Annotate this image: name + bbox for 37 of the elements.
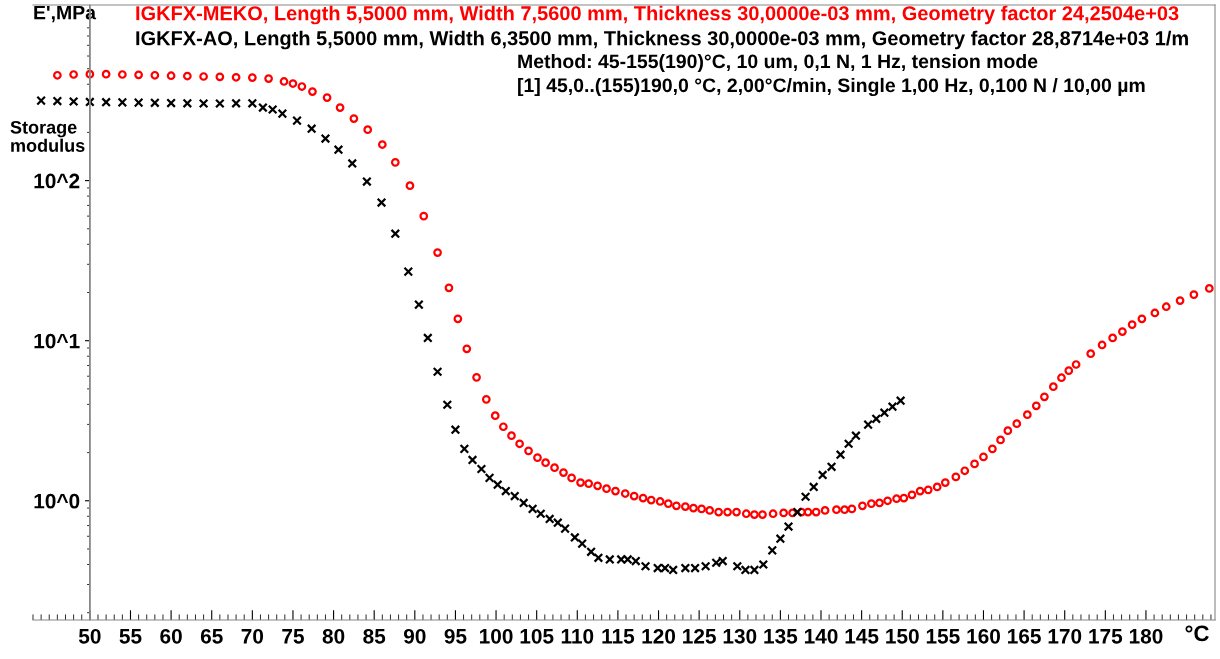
x-tick-label: 170 bbox=[1048, 628, 1082, 644]
x-tick-label: 115 bbox=[602, 629, 635, 644]
x-tick-label: 55 bbox=[119, 629, 142, 644]
x-tick-label: 120 bbox=[642, 628, 676, 644]
y-axis-title: E',MPa bbox=[34, 5, 97, 23]
y-tick-label: 10^0 bbox=[34, 493, 80, 509]
y-tick-label: 10^2 bbox=[34, 173, 80, 189]
x-tick-label: 160 bbox=[967, 628, 1000, 644]
x-axis-title: °C bbox=[1185, 625, 1209, 642]
x-tick-label: 85 bbox=[363, 628, 386, 644]
annotation: [1] 45,0..(155)190,0 °C, 2,00°C/min, Single 1,00 Hz, 0,100 N / 10,00 µm bbox=[518, 77, 1145, 97]
x-tick-label: 175 bbox=[1089, 629, 1123, 644]
x-tick-label: 60 bbox=[160, 628, 182, 644]
x-tick-label: 100 bbox=[479, 628, 513, 644]
x-tick-label: 130 bbox=[723, 628, 757, 644]
x-tick-label: 145 bbox=[845, 629, 879, 644]
annotation: Method: 45-155(190)°C, 10 um, 0,1 N, 1 Hz, tension mode bbox=[518, 53, 1038, 73]
x-tick-label: 80 bbox=[322, 628, 345, 644]
text: IGKFX-AO, Length 5,5000 mm, Width 6,3500 mm, Thickness 30,0000e-03 mm, Geometry factor 28,8714e+03 1/m bbox=[136, 30, 1188, 50]
x-tick-label: 75 bbox=[282, 629, 304, 644]
x-tick-label: 135 bbox=[764, 628, 798, 644]
x-tick-label: 165 bbox=[1008, 628, 1041, 644]
x-tick-label: 140 bbox=[804, 628, 838, 644]
x-tick-label: 90 bbox=[403, 628, 426, 644]
x-tick-label: 150 bbox=[886, 628, 919, 644]
text: IGKFX-MEKO, Length 5,5000 mm, Width 7,5600 mm, Thickness 30,0000e-03 mm, Geometry factor 24,2504e+03 bbox=[136, 5, 1179, 25]
x-tick-label: 95 bbox=[444, 628, 467, 644]
x-tick-label: 180 bbox=[1129, 628, 1163, 644]
y-tick-label: 10^1 bbox=[34, 333, 80, 349]
x-tick-label: 70 bbox=[241, 628, 264, 644]
x-tick-label: 50 bbox=[78, 628, 101, 644]
annotation: Storage modulus bbox=[10, 120, 85, 152]
x-tick-label: 105 bbox=[520, 628, 554, 644]
x-tick-label: 65 bbox=[200, 628, 223, 644]
x-tick-label: 110 bbox=[561, 628, 594, 644]
x-tick-label: 125 bbox=[683, 628, 716, 644]
x-tick-label: 155 bbox=[926, 629, 960, 644]
